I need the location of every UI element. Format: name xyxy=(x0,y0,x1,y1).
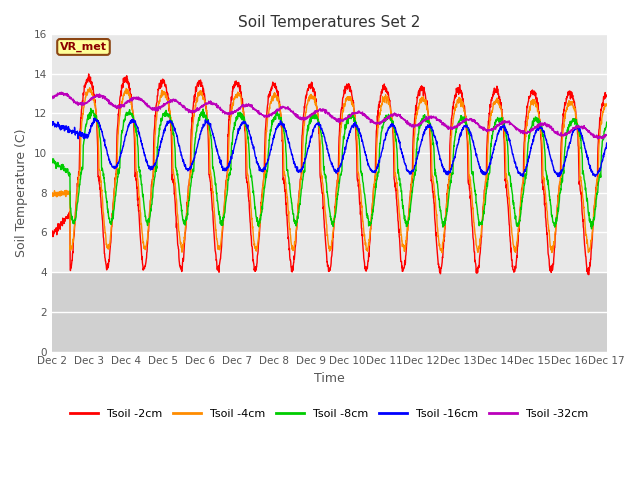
X-axis label: Time: Time xyxy=(314,372,344,385)
Legend: Tsoil -2cm, Tsoil -4cm, Tsoil -8cm, Tsoil -16cm, Tsoil -32cm: Tsoil -2cm, Tsoil -4cm, Tsoil -8cm, Tsoi… xyxy=(66,405,593,423)
Text: VR_met: VR_met xyxy=(60,42,107,52)
Y-axis label: Soil Temperature (C): Soil Temperature (C) xyxy=(15,129,28,257)
Bar xyxy=(52,272,607,351)
Title: Soil Temperatures Set 2: Soil Temperatures Set 2 xyxy=(238,15,420,30)
